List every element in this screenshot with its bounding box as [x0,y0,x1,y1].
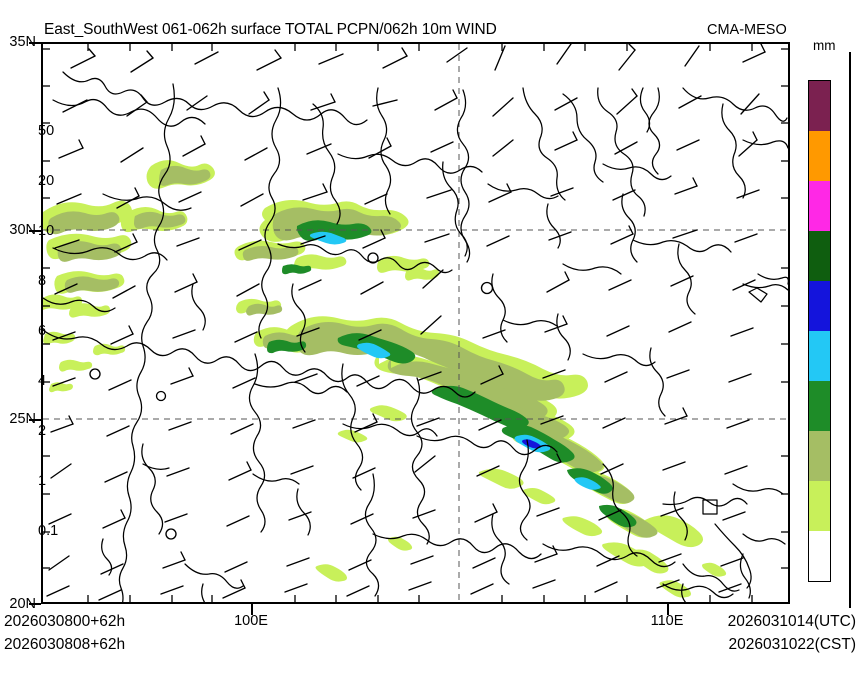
colorbar-tick-2: 2 [38,423,47,439]
ytick-20n [29,603,41,605]
colorbar[interactable] [808,80,831,582]
colorbar-band-gt50[interactable] [809,81,830,131]
colorbar-tick-10: 10 [38,223,55,239]
footer-init-cst: 2026030808+62h [4,636,126,653]
page-title: East_SouthWest 061-062h surface TOTAL PC… [44,21,497,38]
frame-minor-ticks [43,44,788,602]
colorbar-band-8-10[interactable] [809,231,830,281]
colorbar-tick-1: 1 [38,473,47,489]
colorbar-right-rule [849,52,851,608]
ytick-25n [29,419,41,421]
map-plot-area[interactable] [41,42,790,604]
colorbar-band-0.1-1[interactable] [809,481,830,531]
colorbar-band-4-6[interactable] [809,331,830,381]
colorbar-tick-50: 50 [38,123,55,139]
colorbar-tick-8: 8 [38,273,47,289]
colorbar-band-0-0.1[interactable] [809,531,830,581]
footer-valid-cst: 2026031022(CST) [728,636,856,653]
wind-barbs [46,44,766,601]
ylabel-25n: 25N [9,411,36,427]
footer-init-utc: 2026030800+62h [4,613,126,630]
colorbar-tick-20: 20 [38,173,55,189]
ytick-30n [29,230,41,232]
colorbar-tick-4: 4 [38,373,47,389]
colorbar-band-6-8[interactable] [809,281,830,331]
colorbar-tick-6: 6 [38,323,47,339]
xtick-100e [251,604,253,615]
footer-valid-utc: 2026031014(UTC) [727,613,856,630]
colorbar-tick-0.1: 0.1 [38,523,59,539]
colorbar-band-20-50[interactable] [809,131,830,181]
precip-field [43,160,727,598]
xlabel-100e: 100E [234,613,268,629]
ylabel-20n: 20N [9,596,36,612]
ylabel-30n: 30N [9,222,36,238]
xlabel-110e: 110E [650,613,684,629]
xtick-110e [667,604,669,615]
colorbar-band-2-4[interactable] [809,381,830,431]
colorbar-band-10-20[interactable] [809,181,830,231]
map-canvas [43,44,788,602]
colorbar-unit-label: mm [813,38,836,53]
colorbar-band-1-2[interactable] [809,431,830,481]
ylabel-35n: 35N [9,34,36,50]
ytick-35n [29,42,41,44]
model-label: CMA-MESO [707,22,787,38]
